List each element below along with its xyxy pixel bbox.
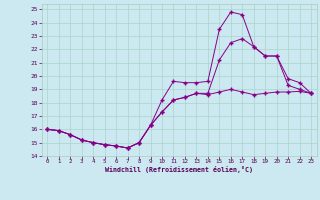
- X-axis label: Windchill (Refroidissement éolien,°C): Windchill (Refroidissement éolien,°C): [105, 166, 253, 173]
